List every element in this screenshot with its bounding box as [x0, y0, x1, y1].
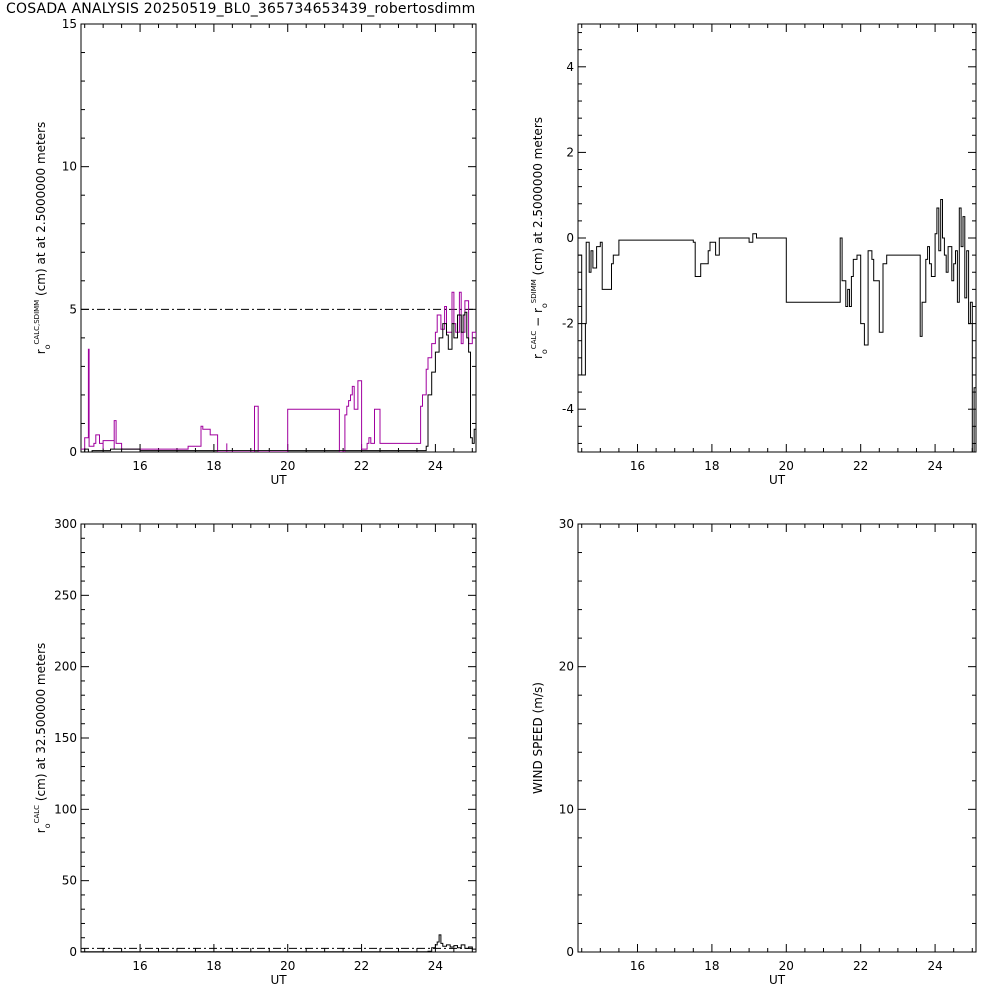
x-tick-label: 22 [354, 459, 369, 473]
y-tick-label: 300 [54, 517, 77, 531]
x-tick-label: 18 [704, 959, 719, 973]
x-tick-label: 16 [132, 959, 147, 973]
panel-1: 16 18 20 22 24 0 5 10 15 UT roCALC,SDIMM (cm) at a… [33, 17, 477, 487]
y-axis-label: roCALC,SDIMM (cm) at at 2.5000000 meters [33, 122, 52, 355]
y-tick-label: 0 [69, 445, 77, 459]
y-tick-label: 0 [566, 231, 574, 245]
y-tick-label: 100 [54, 802, 77, 816]
x-axis-label: UT [769, 973, 786, 987]
x-tick-label: 24 [927, 459, 942, 473]
y-tick-label: 0 [566, 945, 574, 959]
x-tick-label: 16 [132, 459, 147, 473]
y-tick-label: -2 [562, 317, 574, 331]
x-axis-label: UT [270, 973, 287, 987]
y-tick-label: 10 [62, 160, 77, 174]
x-tick-label: 16 [630, 959, 645, 973]
y-tick-label: 200 [54, 660, 77, 674]
x-tick-label: 18 [206, 459, 221, 473]
x-tick-label: 20 [779, 459, 794, 473]
series-line-magenta [81, 291, 476, 452]
y-tick-label: 15 [62, 17, 77, 31]
plot-frame [80, 523, 477, 953]
y-axis-label: roCALC − roSDIMM (cm) at 2.5000000 meter… [530, 117, 549, 359]
y-tick-label: 250 [54, 588, 77, 602]
x-tick-label: 20 [280, 459, 295, 473]
x-tick-label: 22 [354, 959, 369, 973]
x-tick-label: 22 [853, 959, 868, 973]
y-tick-label: 30 [559, 517, 574, 531]
plot-frame [577, 523, 977, 953]
page-title: COSADA ANALYSIS 20250519_BL0_36573465343… [6, 1, 476, 17]
x-tick-label: 22 [853, 459, 868, 473]
x-tick-label: 18 [206, 959, 221, 973]
y-tick-label: 10 [559, 802, 574, 816]
x-tick-label: 24 [428, 459, 443, 473]
x-tick-label: 24 [428, 959, 443, 973]
y-axis-label: roCALC (cm) at 32.500000 meters [33, 643, 52, 834]
series-line-black [81, 311, 476, 452]
y-tick-label: 4 [566, 60, 574, 74]
y-tick-label: 50 [62, 874, 77, 888]
x-axis-label: UT [769, 473, 786, 487]
x-tick-label: 16 [630, 459, 645, 473]
y-tick-label: 150 [54, 731, 77, 745]
panel-4: 16 18 20 22 24 0 10 20 30 UT WIND SPEED (m/s) [531, 517, 977, 987]
y-tick-label: -4 [562, 402, 574, 416]
y-axis-label: WIND SPEED (m/s) [531, 682, 545, 794]
panel-3: 16 18 20 22 24 0 50 100 150 200 250 300 UT roCALC (cm… [33, 517, 477, 987]
y-tick-label: 5 [69, 302, 77, 316]
x-tick-label: 20 [280, 959, 295, 973]
series-line-black [578, 199, 976, 452]
x-tick-label: 24 [927, 959, 942, 973]
series-line-black [81, 934, 476, 952]
y-tick-label: 2 [566, 145, 574, 159]
y-tick-label: 20 [559, 660, 574, 674]
x-tick-label: 18 [704, 459, 719, 473]
plot-frame [80, 23, 477, 453]
x-tick-label: 20 [779, 959, 794, 973]
x-axis-label: UT [270, 473, 287, 487]
y-tick-label: 0 [69, 945, 77, 959]
